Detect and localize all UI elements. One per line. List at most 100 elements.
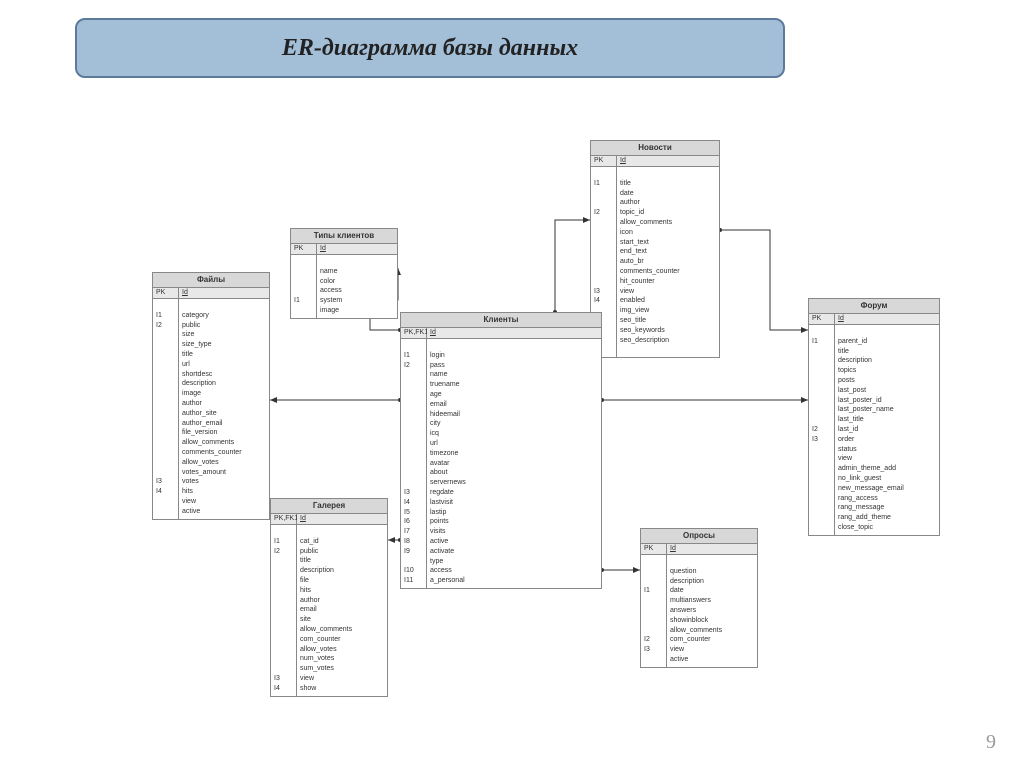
entity-files: ФайлыPKId I1I2 I3I4 categorypublicsizesi…	[152, 272, 270, 520]
field-header: Id	[317, 244, 397, 254]
key-cell	[156, 379, 175, 389]
field-column: namecoloraccesssystemimage	[317, 255, 397, 318]
field-cell: truename	[430, 380, 598, 390]
key-cell	[644, 626, 663, 636]
key-cell	[594, 169, 613, 179]
field-cell: date	[620, 189, 716, 199]
field-cell	[320, 257, 394, 267]
key-cell	[404, 459, 423, 469]
field-cell: title	[838, 347, 936, 357]
key-cell	[404, 390, 423, 400]
key-cell	[594, 238, 613, 248]
key-cell	[274, 635, 293, 645]
entity-header-row: PKId	[153, 288, 269, 299]
key-cell	[156, 389, 175, 399]
entity-header-row: PKId	[291, 244, 397, 255]
key-cell	[812, 396, 831, 406]
entity-body: I1I2 I3I4I5I6I7I8I9 I10I11 loginpassname…	[401, 339, 601, 588]
key-cell	[812, 454, 831, 464]
key-cell: I1	[274, 537, 293, 547]
key-cell	[644, 655, 663, 665]
key-cell: I2	[274, 547, 293, 557]
field-cell: date	[670, 586, 754, 596]
entity-body: I1 I2 I3I4 titledateauthortopic_idallow_…	[591, 167, 719, 357]
key-cell	[812, 366, 831, 376]
field-cell: title	[620, 179, 716, 189]
key-column: I1I2 I3I4	[153, 299, 179, 519]
field-cell: url	[430, 439, 598, 449]
key-cell: I7	[404, 527, 423, 537]
field-cell: allow_comments	[620, 218, 716, 228]
key-column: I1I2 I3I4	[271, 525, 297, 696]
field-header: Id	[297, 514, 387, 524]
key-cell	[594, 257, 613, 267]
key-cell: I4	[594, 296, 613, 306]
field-cell	[838, 327, 936, 337]
key-cell	[812, 494, 831, 504]
field-column: categorypublicsizesize_typetitleurlshort…	[179, 299, 269, 519]
field-cell: email	[430, 400, 598, 410]
field-cell: size	[182, 330, 266, 340]
field-cell: parent_id	[838, 337, 936, 347]
key-cell	[274, 645, 293, 655]
field-cell: showinblock	[670, 616, 754, 626]
entity-header-row: PK,FK1,FK2,FK3,FK4,FK5Id	[401, 328, 601, 339]
key-cell	[812, 327, 831, 337]
field-cell: description	[670, 577, 754, 587]
key-cell: I1	[644, 586, 663, 596]
field-cell: order	[838, 435, 936, 445]
field-cell: last_post	[838, 386, 936, 396]
field-cell: view	[670, 645, 754, 655]
key-cell	[156, 428, 175, 438]
field-cell: view	[300, 674, 384, 684]
field-cell	[620, 169, 716, 179]
field-cell: points	[430, 517, 598, 527]
field-cell: show	[300, 684, 384, 694]
field-cell: file_version	[182, 428, 266, 438]
key-cell: I3	[812, 435, 831, 445]
field-cell: size_type	[182, 340, 266, 350]
field-cell: public	[182, 321, 266, 331]
field-cell: name	[430, 370, 598, 380]
entity-title: Опросы	[641, 529, 757, 544]
key-cell	[812, 484, 831, 494]
field-cell: auto_br	[620, 257, 716, 267]
field-cell: num_votes	[300, 654, 384, 664]
field-cell: shortdesc	[182, 370, 266, 380]
key-cell: I2	[594, 208, 613, 218]
key-cell	[812, 386, 831, 396]
key-cell	[156, 350, 175, 360]
key-cell: I4	[274, 684, 293, 694]
field-cell: lastip	[430, 508, 598, 518]
key-cell	[156, 497, 175, 507]
key-header: PK	[291, 244, 317, 254]
entity-title: Файлы	[153, 273, 269, 288]
key-cell	[156, 370, 175, 380]
key-cell	[594, 247, 613, 257]
field-cell: regdate	[430, 488, 598, 498]
field-column: cat_idpublictitledescriptionfilehitsauth…	[297, 525, 387, 696]
key-cell: I3	[644, 645, 663, 655]
field-cell: site	[300, 615, 384, 625]
key-cell	[812, 347, 831, 357]
field-cell: icq	[430, 429, 598, 439]
field-cell: active	[182, 507, 266, 517]
field-cell: author_email	[182, 419, 266, 429]
key-cell	[404, 410, 423, 420]
field-cell: hit_counter	[620, 277, 716, 287]
key-cell	[294, 267, 313, 277]
field-cell: timezone	[430, 449, 598, 459]
key-cell	[156, 468, 175, 478]
field-cell: icon	[620, 228, 716, 238]
field-cell: rang_access	[838, 494, 936, 504]
key-cell	[274, 566, 293, 576]
entity-news: НовостиPKId I1 I2 I3I4 titledateauthorto…	[590, 140, 720, 358]
entity-gallery: ГалереяPK,FK1Id I1I2 I3I4 cat_idpublicti…	[270, 498, 388, 697]
key-cell: I3	[404, 488, 423, 498]
field-cell: description	[838, 356, 936, 366]
field-cell: author	[620, 198, 716, 208]
key-cell	[812, 464, 831, 474]
field-cell: access	[320, 286, 394, 296]
key-cell	[274, 664, 293, 674]
key-cell	[294, 277, 313, 287]
